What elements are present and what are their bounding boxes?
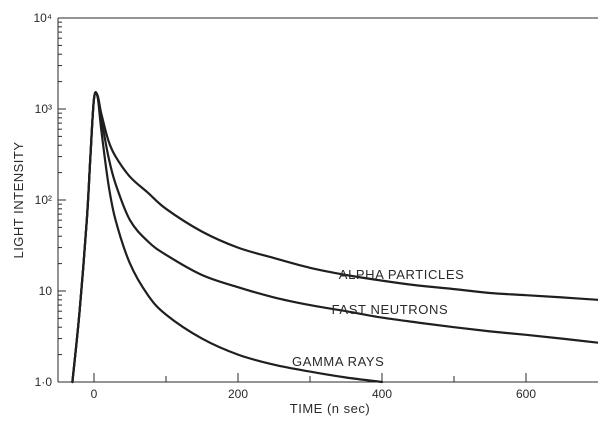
series-label-gamma-rays: GAMMA RAYS <box>292 354 384 369</box>
y-tick-label: 10⁴ <box>33 11 52 25</box>
data-curves <box>71 91 598 384</box>
x-tick-label: 200 <box>228 387 248 401</box>
x-axis-title: TIME (n sec) <box>290 401 370 416</box>
series-line-alpha-particles <box>71 91 598 384</box>
y-tick-label: 10³ <box>35 102 52 116</box>
series-line-gamma-rays <box>71 91 384 384</box>
x-tick-label: 0 <box>91 387 98 401</box>
y-tick-label: 10² <box>35 193 52 207</box>
curve-labels: ALPHA PARTICLES FAST NEUTRONS GAMMA RAYS <box>292 267 464 369</box>
series-line-fast-neutrons <box>71 91 598 384</box>
plot-frame <box>57 17 598 383</box>
y-axis-title: LIGHT INTENSITY <box>11 141 26 258</box>
axis-ticks: 1·0 10 10² 10³ 10⁴ 0 200 400 600 <box>33 11 536 401</box>
x-tick-label: 600 <box>516 387 536 401</box>
series-label-alpha-particles: ALPHA PARTICLES <box>339 267 465 282</box>
y-tick-label: 1·0 <box>35 375 53 389</box>
x-tick-label: 400 <box>372 387 392 401</box>
series-label-fast-neutrons: FAST NEUTRONS <box>332 302 449 317</box>
y-tick-label: 10 <box>39 284 53 298</box>
